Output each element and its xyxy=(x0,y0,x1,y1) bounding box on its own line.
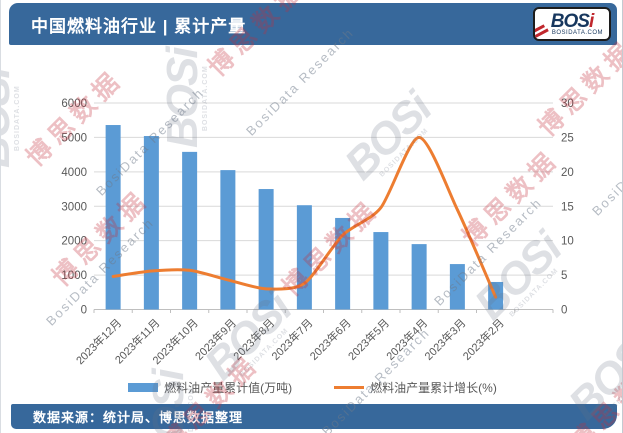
y-left-tick-label: 6000 xyxy=(61,98,87,110)
y-left-tick-label: 0 xyxy=(81,305,87,317)
line-series-swatch xyxy=(334,385,365,389)
y-left-tick-label: 4000 xyxy=(61,167,87,179)
legend-label-line: 燃料油产量累计增长(%) xyxy=(370,380,497,395)
bar xyxy=(220,170,236,310)
y-right-tick-label: 20 xyxy=(561,167,574,179)
chart-legend: 燃料油产量累计值(万吨) 燃料油产量累计增长(%) xyxy=(1,377,622,397)
y-left-tick-label: 5000 xyxy=(61,132,87,144)
bar xyxy=(411,244,427,310)
bar xyxy=(258,189,274,310)
line-series xyxy=(111,135,498,299)
legend-label-bars: 燃料油产量累计值(万吨) xyxy=(164,380,293,395)
x-axis-ticks xyxy=(93,309,554,313)
x-axis-labels: 2023年12月2023年11月2023年10月2023年9月2023年8月20… xyxy=(73,316,507,367)
y-right-tick-label: 0 xyxy=(561,305,567,317)
data-source-text: 数据来源：统计局、博思数据整理 xyxy=(33,410,244,425)
header-bar: 中国燃料油行业 | 累计产量 BOSi BOSIDATA.COM xyxy=(9,3,617,45)
y-axis-left-labels: 0 1000 2000 3000 4000 5000 6000 xyxy=(61,98,87,317)
y-right-tick-label: 10 xyxy=(561,236,574,248)
bar xyxy=(373,232,389,310)
footer-bar: 数据来源：统计局、博思数据整理 xyxy=(11,404,617,429)
bar xyxy=(105,125,121,310)
combo-chart: 0 1000 2000 3000 4000 5000 6000 0 5 10 15 20 25 30 202… xyxy=(61,98,574,367)
y-right-tick-label: 15 xyxy=(561,201,574,213)
bar xyxy=(182,151,198,310)
logo-subtext: BOSIDATA.COM xyxy=(551,29,603,36)
legend-item-line: 燃料油产量累计增长(%) xyxy=(334,379,497,396)
bar-series-swatch xyxy=(128,382,159,392)
y-right-tick-label: 25 xyxy=(561,132,574,144)
chart-area: 0 1000 2000 3000 4000 5000 6000 0 5 10 15 20 25 30 202… xyxy=(1,50,622,380)
logo-text: BOSi xyxy=(550,10,595,32)
y-axis-right-labels: 0 5 10 15 20 25 30 xyxy=(561,98,574,317)
y-left-tick-label: 3000 xyxy=(61,201,87,213)
y-left-tick-label: 2000 xyxy=(61,236,87,248)
legend-item-bars: 燃料油产量累计值(万吨) xyxy=(128,379,292,396)
y-right-tick-label: 5 xyxy=(561,270,567,282)
y-right-tick-label: 30 xyxy=(561,98,574,110)
x-tick-label: 2023年2月 xyxy=(460,316,507,363)
gridlines xyxy=(94,102,553,310)
bar xyxy=(449,264,465,310)
bosi-logo: BOSi BOSIDATA.COM xyxy=(533,7,611,41)
page-title: 中国燃料油行业 | 累计产量 xyxy=(31,16,247,36)
bar xyxy=(296,205,312,310)
bar xyxy=(143,136,159,310)
y-left-tick-label: 1000 xyxy=(61,270,87,282)
